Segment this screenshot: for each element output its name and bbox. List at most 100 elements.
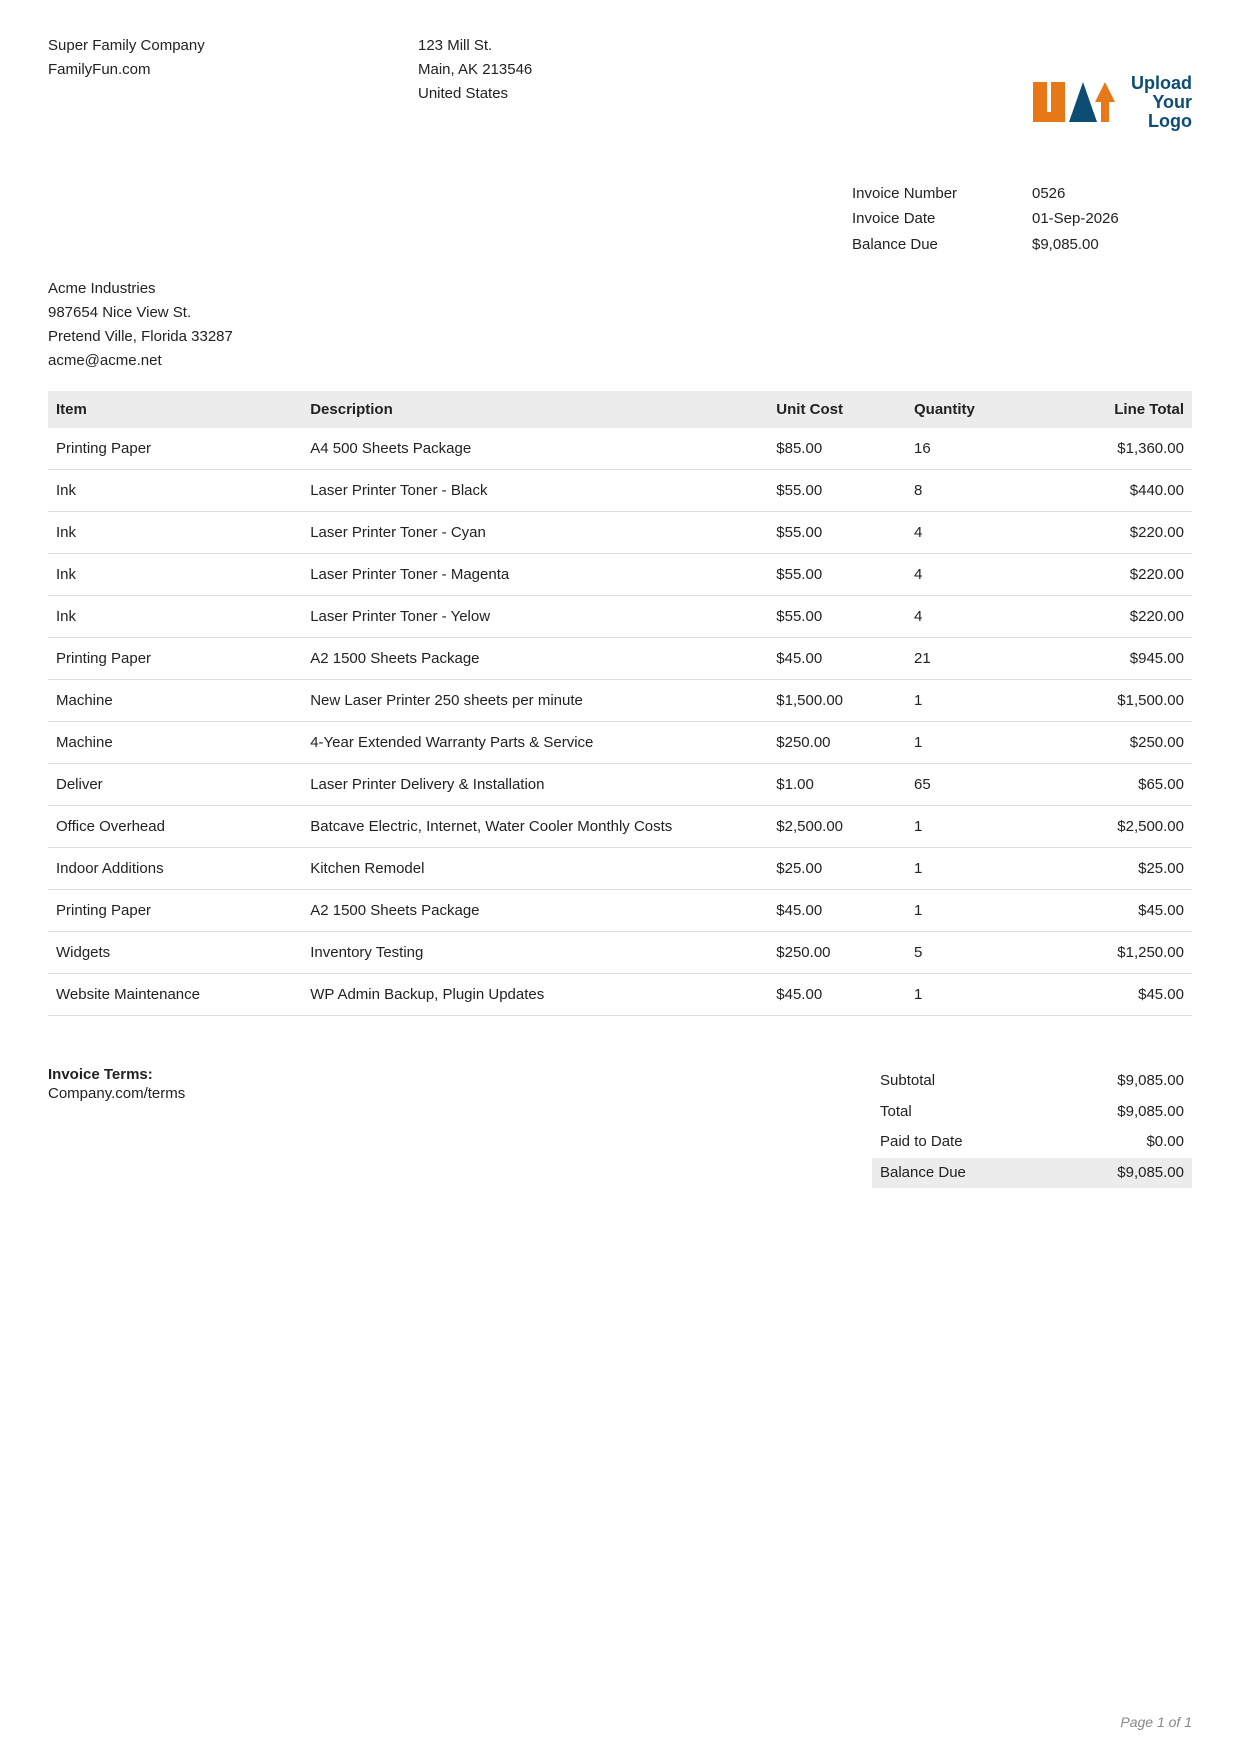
cell-description: Laser Printer Delivery & Installation xyxy=(302,764,768,806)
cell-quantity: 8 xyxy=(906,470,1023,512)
th-unit-cost: Unit Cost xyxy=(768,391,906,428)
cell-description: New Laser Printer 250 sheets per minute xyxy=(302,680,768,722)
cell-quantity: 4 xyxy=(906,512,1023,554)
company-block: Super Family Company FamilyFun.com xyxy=(48,34,418,131)
cell-line-total: $220.00 xyxy=(1023,596,1193,638)
invoice-number-label: Invoice Number xyxy=(852,181,1032,207)
cell-description: A2 1500 Sheets Package xyxy=(302,890,768,932)
logo-block: Upload Your Logo xyxy=(788,34,1192,131)
cell-item: Indoor Additions xyxy=(48,848,302,890)
table-row: Machine4-Year Extended Warranty Parts & … xyxy=(48,722,1192,764)
cell-unit-cost: $55.00 xyxy=(768,554,906,596)
table-row: Office OverheadBatcave Electric, Interne… xyxy=(48,806,1192,848)
paid-label: Paid to Date xyxy=(880,1131,1054,1154)
company-name: Super Family Company xyxy=(48,34,418,58)
cell-item: Ink xyxy=(48,512,302,554)
cell-description: Laser Printer Toner - Cyan xyxy=(302,512,768,554)
cell-line-total: $25.00 xyxy=(1023,848,1193,890)
table-row: Printing PaperA2 1500 Sheets Package$45.… xyxy=(48,638,1192,680)
cell-unit-cost: $85.00 xyxy=(768,428,906,470)
cell-description: Laser Printer Toner - Black xyxy=(302,470,768,512)
paid-value: $0.00 xyxy=(1054,1131,1184,1154)
cell-line-total: $45.00 xyxy=(1023,890,1193,932)
cell-line-total: $1,500.00 xyxy=(1023,680,1193,722)
company-address: 123 Mill St. Main, AK 213546 United Stat… xyxy=(418,34,788,131)
subtotal-label: Subtotal xyxy=(880,1070,1054,1093)
cell-item: Deliver xyxy=(48,764,302,806)
cell-item: Website Maintenance xyxy=(48,974,302,1016)
cell-unit-cost: $45.00 xyxy=(768,890,906,932)
cell-description: Batcave Electric, Internet, Water Cooler… xyxy=(302,806,768,848)
table-row: InkLaser Printer Toner - Cyan$55.004$220… xyxy=(48,512,1192,554)
th-quantity: Quantity xyxy=(906,391,1023,428)
cell-unit-cost: $55.00 xyxy=(768,596,906,638)
cell-unit-cost: $2,500.00 xyxy=(768,806,906,848)
cell-description: Inventory Testing xyxy=(302,932,768,974)
page-number: Page 1 of 1 xyxy=(1120,1714,1192,1730)
cell-description: Laser Printer Toner - Magenta xyxy=(302,554,768,596)
cell-unit-cost: $1,500.00 xyxy=(768,680,906,722)
cell-item: Office Overhead xyxy=(48,806,302,848)
billto-email: acme@acme.net xyxy=(48,349,1192,373)
cell-unit-cost: $55.00 xyxy=(768,470,906,512)
invoice-date-label: Invoice Date xyxy=(852,206,1032,232)
cell-quantity: 1 xyxy=(906,848,1023,890)
cell-line-total: $945.00 xyxy=(1023,638,1193,680)
cell-unit-cost: $45.00 xyxy=(768,638,906,680)
cell-quantity: 5 xyxy=(906,932,1023,974)
cell-quantity: 16 xyxy=(906,428,1023,470)
company-addr2: Main, AK 213546 xyxy=(418,58,788,82)
table-row: WidgetsInventory Testing$250.005$1,250.0… xyxy=(48,932,1192,974)
cell-item: Ink xyxy=(48,596,302,638)
cell-line-total: $45.00 xyxy=(1023,974,1193,1016)
cell-item: Printing Paper xyxy=(48,638,302,680)
cell-quantity: 1 xyxy=(906,806,1023,848)
billto-name: Acme Industries xyxy=(48,277,1192,301)
cell-unit-cost: $1.00 xyxy=(768,764,906,806)
table-row: DeliverLaser Printer Delivery & Installa… xyxy=(48,764,1192,806)
cell-line-total: $1,250.00 xyxy=(1023,932,1193,974)
totals-block: Subtotal $9,085.00 Total $9,085.00 Paid … xyxy=(872,1066,1192,1188)
total-value: $9,085.00 xyxy=(1054,1101,1184,1124)
upload-logo-placeholder: Upload Your Logo xyxy=(1033,74,1192,131)
cell-item: Machine xyxy=(48,722,302,764)
table-row: Printing PaperA4 500 Sheets Package$85.0… xyxy=(48,428,1192,470)
cell-quantity: 4 xyxy=(906,596,1023,638)
invoice-date: 01-Sep-2026 xyxy=(1032,206,1192,232)
billto-addr1: 987654 Nice View St. xyxy=(48,301,1192,325)
terms-text: Company.com/terms xyxy=(48,1085,872,1102)
subtotal-value: $9,085.00 xyxy=(1054,1070,1184,1093)
cell-description: A2 1500 Sheets Package xyxy=(302,638,768,680)
th-item: Item xyxy=(48,391,302,428)
cell-quantity: 1 xyxy=(906,974,1023,1016)
cell-item: Widgets xyxy=(48,932,302,974)
billto-addr2: Pretend Ville, Florida 33287 xyxy=(48,325,1192,349)
line-items-table: Item Description Unit Cost Quantity Line… xyxy=(48,391,1192,1016)
cell-item: Machine xyxy=(48,680,302,722)
cell-quantity: 1 xyxy=(906,890,1023,932)
cell-description: Kitchen Remodel xyxy=(302,848,768,890)
company-addr1: 123 Mill St. xyxy=(418,34,788,58)
cell-item: Printing Paper xyxy=(48,890,302,932)
cell-description: WP Admin Backup, Plugin Updates xyxy=(302,974,768,1016)
cell-quantity: 21 xyxy=(906,638,1023,680)
cell-line-total: $1,360.00 xyxy=(1023,428,1193,470)
terms-title: Invoice Terms: xyxy=(48,1066,872,1083)
balance-due-label: Balance Due xyxy=(852,232,1032,258)
table-row: Printing PaperA2 1500 Sheets Package$45.… xyxy=(48,890,1192,932)
cell-unit-cost: $25.00 xyxy=(768,848,906,890)
balance-label: Balance Due xyxy=(880,1162,1054,1185)
cell-line-total: $65.00 xyxy=(1023,764,1193,806)
company-country: United States xyxy=(418,82,788,106)
cell-unit-cost: $45.00 xyxy=(768,974,906,1016)
cell-line-total: $440.00 xyxy=(1023,470,1193,512)
table-row: InkLaser Printer Toner - Black$55.008$44… xyxy=(48,470,1192,512)
terms-block: Invoice Terms: Company.com/terms xyxy=(48,1066,872,1188)
upload-logo-icon xyxy=(1033,76,1123,128)
table-row: MachineNew Laser Printer 250 sheets per … xyxy=(48,680,1192,722)
cell-quantity: 1 xyxy=(906,722,1023,764)
cell-quantity: 1 xyxy=(906,680,1023,722)
table-row: InkLaser Printer Toner - Magenta$55.004$… xyxy=(48,554,1192,596)
th-description: Description xyxy=(302,391,768,428)
cell-item: Ink xyxy=(48,470,302,512)
